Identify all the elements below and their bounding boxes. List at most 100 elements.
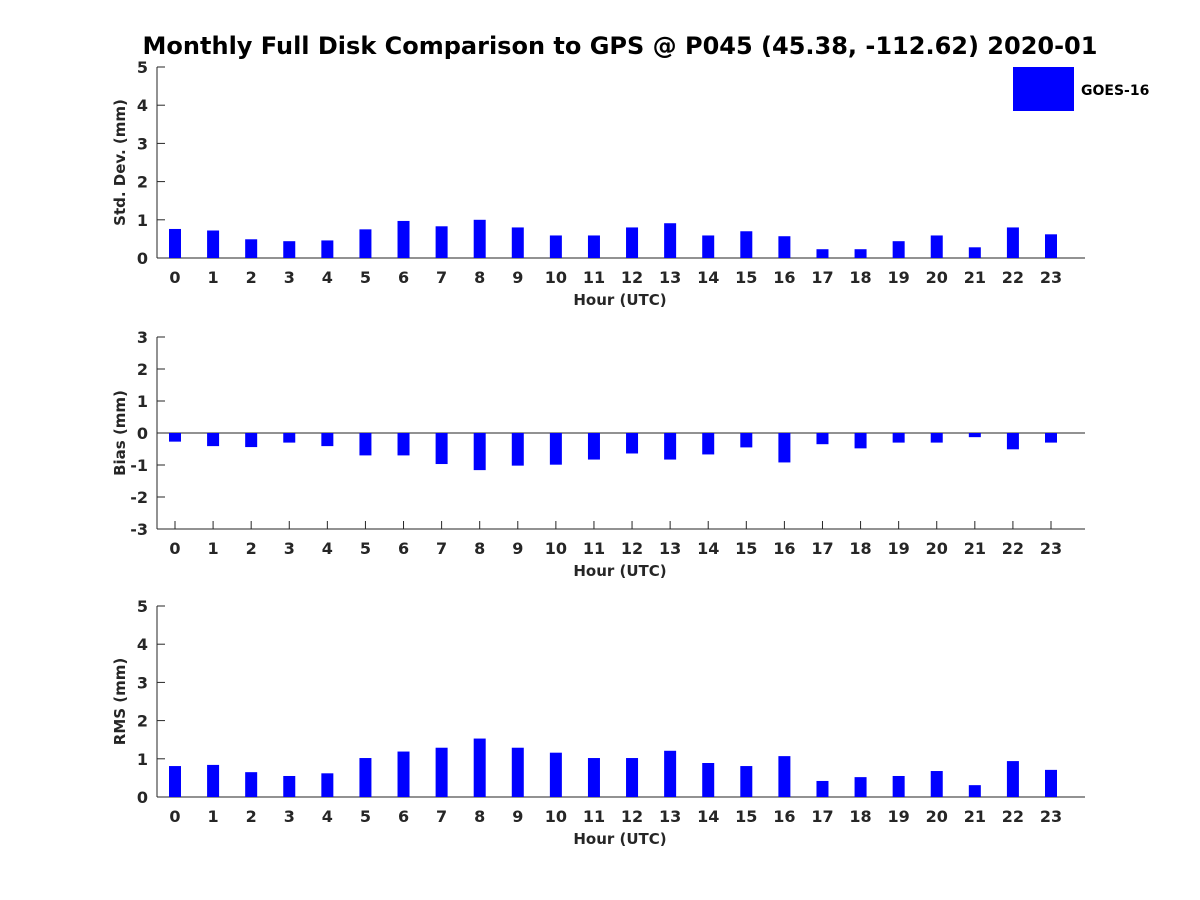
bias-x-tick-label: 19 [888,539,910,558]
std-dev-y-tick-label: 1 [137,211,148,230]
bias-bar [245,433,258,448]
rms-y-axis-label: RMS (mm) [111,658,129,745]
rms-bar [740,766,753,797]
rms-bar [473,738,486,797]
rms-x-tick-label: 23 [1040,807,1062,826]
rms-bar [816,780,829,797]
bias-x-tick-label: 7 [436,539,447,558]
std-dev-x-tick-label: 15 [735,268,757,287]
std-dev-y-tick-label: 4 [137,96,148,115]
rms-bar [930,771,943,797]
bias-bar [968,433,981,438]
figure-title: Monthly Full Disk Comparison to GPS @ P0… [143,32,1098,60]
rms-bar [321,773,334,797]
bias-x-tick-label: 6 [398,539,409,558]
std-dev-y-tick-label: 0 [137,249,148,268]
std-dev-x-tick-label: 22 [1002,268,1024,287]
rms-x-tick-label: 17 [811,807,833,826]
std-dev-x-tick-label: 19 [888,268,910,287]
std-dev-bar [207,230,220,258]
rms-y-tick-label: 4 [137,635,148,654]
std-dev-x-tick-label: 11 [583,268,605,287]
bias-bar [397,433,410,456]
std-dev-x-tick-label: 16 [773,268,795,287]
legend-swatch-goes-16 [1013,67,1074,111]
bias-bar [435,433,448,465]
rms-x-tick-label: 20 [926,807,948,826]
rms-bar [359,758,372,797]
bias-x-tick-label: 10 [545,539,567,558]
bias-bar [473,433,486,471]
rms-x-tick-label: 7 [436,807,447,826]
rms-x-tick-label: 9 [512,807,523,826]
std-dev-bar [702,235,715,258]
std-dev-x-tick-label: 2 [246,268,257,287]
bias-y-tick-label: -1 [130,456,148,475]
rms-bar [397,751,410,797]
std-dev-x-tick-label: 3 [284,268,295,287]
std-dev-y-tick-label: 2 [137,173,148,192]
bias-x-tick-label: 11 [583,539,605,558]
bias-bar [1045,433,1057,443]
rms-x-tick-label: 10 [545,807,567,826]
bias-x-tick-label: 18 [849,539,871,558]
std-dev-bar [626,227,639,258]
bias-y-tick-label: 3 [137,328,148,347]
rms-x-tick-label: 4 [322,807,333,826]
std-dev-y-tick-label: 5 [137,58,148,77]
std-dev-bar [549,235,562,258]
bias-bar [169,433,181,442]
bias-x-tick-label: 8 [474,539,485,558]
rms-x-tick-label: 2 [246,807,257,826]
bias-x-tick-label: 20 [926,539,948,558]
bias-x-tick-label: 3 [284,539,295,558]
bias-bar [892,433,905,443]
rms-y-tick-label: 3 [137,673,148,692]
std-dev-bar [473,219,486,258]
std-dev-x-tick-label: 8 [474,268,485,287]
std-dev-bar [854,249,867,258]
bias-bar [359,433,372,456]
std-dev-x-tick-label: 4 [322,268,333,287]
rms-x-tick-label: 18 [849,807,871,826]
rms-bar [549,752,562,797]
std-dev-x-tick-label: 12 [621,268,643,287]
rms-x-tick-label: 14 [697,807,719,826]
bias-y-axis-label: Bias (mm) [111,390,129,476]
rms-bar [283,775,296,797]
bias-x-tick-label: 1 [208,539,219,558]
bias-bar [778,433,791,463]
bias-y-tick-label: -3 [130,520,148,539]
rms-x-tick-label: 12 [621,807,643,826]
bias-bar [549,433,562,465]
rms-bar [169,766,181,797]
rms-x-tick-label: 19 [888,807,910,826]
rms-bar [511,747,524,797]
std-dev-bar [968,247,981,258]
std-dev-y-axis-label: Std. Dev. (mm) [111,99,129,226]
bias-x-tick-label: 0 [169,539,180,558]
bias-x-tick-label: 21 [964,539,986,558]
std-dev-x-tick-label: 17 [811,268,833,287]
std-dev-bar [397,220,410,258]
legend-label: GOES-16 [1081,83,1149,99]
bias-bar [511,433,524,466]
std-dev-bar [892,241,905,258]
std-dev-y-tick-label: 3 [137,134,148,153]
bias-x-axis-label: Hour (UTC) [573,562,666,580]
std-dev-x-tick-label: 0 [169,268,180,287]
std-dev-x-tick-label: 6 [398,268,409,287]
bias-x-tick-label: 4 [322,539,333,558]
rms-x-tick-label: 5 [360,807,371,826]
std-dev-bar [778,236,791,258]
bias-bar [321,433,334,447]
std-dev-bar [169,228,181,258]
bias-x-tick-label: 13 [659,539,681,558]
bias-y-tick-label: -2 [130,488,148,507]
bias-x-tick-label: 15 [735,539,757,558]
bias-bar [664,433,677,460]
std-dev-x-tick-label: 5 [360,268,371,287]
std-dev-bar [435,226,448,258]
